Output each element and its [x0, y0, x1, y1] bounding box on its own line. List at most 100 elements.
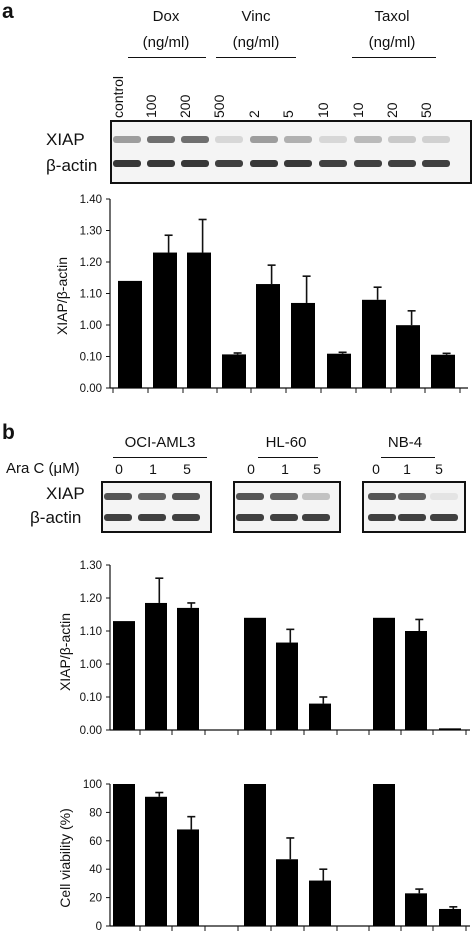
- bar: [373, 617, 395, 730]
- bar: [113, 784, 135, 926]
- cell-line-underline: [258, 457, 318, 458]
- actin-band: [181, 160, 209, 167]
- actin-band: [302, 514, 330, 521]
- xiap-band: [398, 493, 426, 500]
- western-blot-hl60-bands: [236, 493, 330, 521]
- dose-label: 5: [435, 461, 443, 477]
- group-taxol-line: [352, 57, 436, 58]
- bar: [291, 302, 315, 388]
- xiap-band: [354, 136, 382, 143]
- cell-line-underline: [381, 457, 435, 458]
- y-axis-label: XIAP/β-actin: [54, 257, 70, 335]
- y-tick-label: 1.20: [80, 257, 102, 269]
- y-tick-label: 0.00: [80, 725, 102, 737]
- actin-band: [398, 514, 426, 521]
- actin-band: [138, 514, 166, 521]
- y-tick-label: 60: [89, 836, 102, 848]
- y-tick-label: 20: [89, 893, 102, 905]
- panel-b-letter: b: [2, 421, 15, 444]
- dose-label: 1: [403, 461, 411, 477]
- dose-label: 5: [183, 461, 191, 477]
- xiap-band: [302, 493, 330, 500]
- group-taxol-name: Taxol: [374, 8, 410, 25]
- xiap-band: [250, 136, 278, 143]
- chart-a: 0.00 0.10 1.00 1.10 1.20 1.30 1.40 XIAP/β-actin: [54, 194, 468, 395]
- y-tick-label: 1.00: [80, 659, 102, 671]
- lane-label: 50: [418, 102, 434, 118]
- western-blot-a-bands: [113, 136, 450, 167]
- cell-line-underline: [113, 457, 207, 458]
- actin-band: [113, 160, 141, 167]
- cell-line-label: NB-4: [387, 434, 423, 451]
- y-tick-label: 100: [83, 779, 102, 791]
- y-tick-label: 40: [89, 864, 102, 876]
- dose-label: 1: [149, 461, 157, 477]
- dose-label: 0: [372, 461, 380, 477]
- xiap-band: [104, 493, 132, 500]
- bar: [244, 617, 266, 730]
- bar: [244, 784, 266, 926]
- western-blot-oci-bands: [104, 493, 200, 521]
- actin-band: [354, 160, 382, 167]
- bar: [309, 703, 331, 730]
- lane-label: 10: [315, 102, 331, 118]
- dose-label: 1: [281, 461, 289, 477]
- xiap-band: [215, 136, 243, 143]
- xiap-band: [236, 493, 264, 500]
- bar: [187, 252, 211, 388]
- actin-band: [430, 514, 458, 521]
- actin-band: [104, 514, 132, 521]
- xiap-band: [181, 136, 209, 143]
- western-blot-hl60: [233, 481, 341, 533]
- bar: [439, 728, 461, 730]
- actin-band: [388, 160, 416, 167]
- lane-label: 10: [350, 102, 366, 118]
- y-tick-label: 1.10: [80, 626, 102, 638]
- y-tick-label: 0.00: [80, 383, 102, 395]
- xiap-band: [388, 136, 416, 143]
- y-tick-label: 1.20: [80, 593, 102, 605]
- bar: [145, 796, 167, 926]
- actin-band: [236, 514, 264, 521]
- actin-band: [215, 160, 243, 167]
- xiap-band: [270, 493, 298, 500]
- bar: [405, 893, 427, 926]
- bar: [362, 299, 386, 388]
- bar: [276, 859, 298, 926]
- xiap-band: [172, 493, 200, 500]
- dose-label: 0: [247, 461, 255, 477]
- cell-line-label: HL-60: [265, 434, 307, 451]
- group-taxol-unit: (ng/ml): [368, 34, 416, 51]
- blot-label-actin: β-actin: [30, 508, 82, 527]
- xiap-band: [113, 136, 141, 143]
- lane-label: 20: [384, 102, 400, 118]
- bar: [276, 642, 298, 730]
- xiap-band: [430, 493, 458, 500]
- blot-label-xiap: XIAP: [46, 484, 85, 503]
- western-blot-nb4-bands: [368, 493, 458, 521]
- blot-label-xiap: XIAP: [46, 130, 85, 149]
- actin-band: [368, 514, 396, 521]
- bar: [145, 602, 167, 730]
- chart-b-xiap: 0.00 0.10 1.00 1.10 1.20 1.30 XIAP/β-actin: [57, 560, 470, 737]
- y-tick-label: 0.10: [80, 352, 102, 364]
- bar: [309, 880, 331, 926]
- bar: [177, 607, 199, 730]
- bar: [177, 829, 199, 926]
- xiap-band: [138, 493, 166, 500]
- actin-band: [284, 160, 312, 167]
- group-dox-line: [128, 57, 206, 58]
- y-tick-label: 0: [96, 921, 102, 932]
- bar: [431, 354, 455, 388]
- western-blot-a: [110, 120, 472, 184]
- xiap-band: [422, 136, 450, 143]
- lane-label: 5: [280, 110, 296, 118]
- western-blot-nb4: [362, 481, 466, 533]
- group-vinc-line: [216, 57, 296, 58]
- actin-band: [172, 514, 200, 521]
- bar: [222, 354, 246, 388]
- group-vinc-name: Vinc: [241, 8, 271, 25]
- y-tick-label: 1.00: [80, 320, 102, 332]
- bar: [327, 353, 351, 388]
- lane-label: control: [110, 75, 126, 118]
